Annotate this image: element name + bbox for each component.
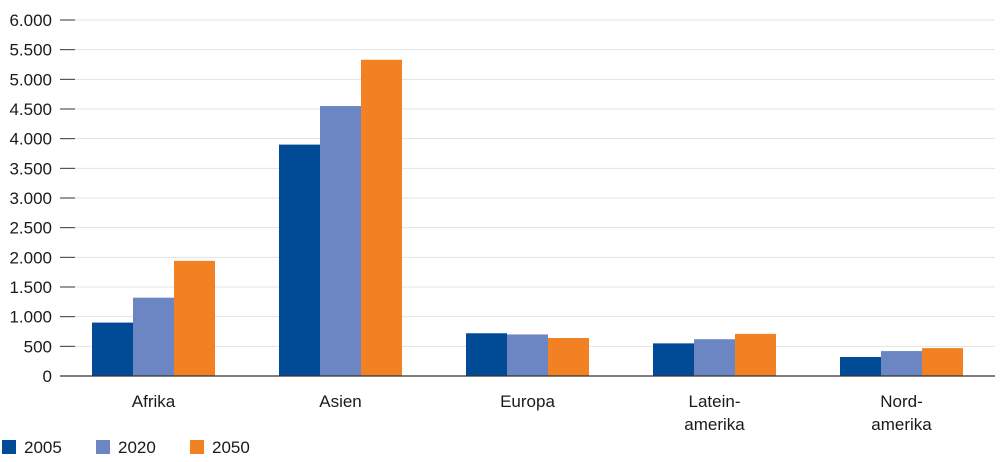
bar-2020 (507, 334, 548, 376)
x-category-label: Nord- (880, 392, 923, 411)
y-tick-label: 2.500 (9, 219, 52, 238)
x-category-label: Europa (500, 392, 555, 411)
x-category-label: Latein- (689, 392, 741, 411)
bars (92, 59, 963, 377)
x-category-label: amerika (871, 415, 932, 434)
bar-2050 (922, 348, 963, 376)
x-category-label: Afrika (132, 392, 176, 411)
y-tick-label: 3.500 (9, 159, 52, 178)
x-category-label: amerika (684, 415, 745, 434)
y-tick-label: 6.000 (9, 11, 52, 30)
legend-label: 2020 (118, 438, 156, 457)
bar-2005 (840, 357, 881, 376)
y-tick-label: 0 (43, 367, 52, 386)
legend-swatch-2005 (2, 440, 16, 454)
bar-2005 (279, 144, 320, 376)
bar-2050 (361, 59, 402, 377)
y-tick-label: 4.000 (9, 130, 52, 149)
bar-2050 (548, 338, 589, 376)
bar-2005 (653, 343, 694, 376)
bar-2020 (694, 339, 735, 376)
y-tick-label: 5.500 (9, 41, 52, 60)
y-tick-label: 3.000 (9, 189, 52, 208)
bar-2020 (881, 351, 922, 376)
y-tick-label: 1.000 (9, 308, 52, 327)
bar-2020 (133, 297, 174, 376)
bar-2005 (92, 322, 133, 376)
legend-label: 2005 (24, 438, 62, 457)
x-category-label: Asien (319, 392, 362, 411)
legend-swatch-2050 (190, 440, 204, 454)
bar-2050 (735, 333, 776, 376)
axes: 0 500 1.000 1.500 2.000 2.500 3.000 3.500 4.000 4… (9, 11, 995, 434)
bar-2050 (174, 260, 215, 376)
bar-2020 (320, 106, 361, 377)
y-tick-label: 5.000 (9, 70, 52, 89)
y-tick-label: 1.500 (9, 278, 52, 297)
legend-swatch-2020 (96, 440, 110, 454)
y-tick-label: 2.000 (9, 248, 52, 267)
legend: 2005 2020 2050 (2, 438, 250, 457)
y-tick-label: 4.500 (9, 100, 52, 119)
legend-label: 2050 (212, 438, 250, 457)
y-tick-label: 500 (24, 337, 52, 356)
bar-2005 (466, 333, 507, 376)
gridlines (75, 19, 995, 347)
